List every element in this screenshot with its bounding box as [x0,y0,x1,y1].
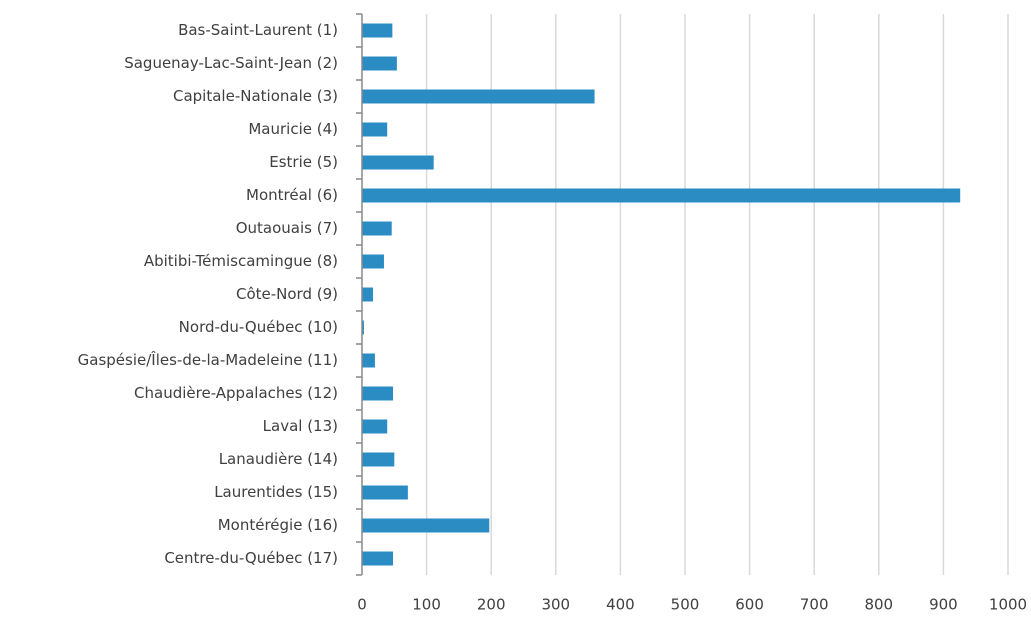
bar [362,221,392,236]
y-tick-label: Laval (13) [263,417,338,435]
y-tick-label: Capitale-Nationale (3) [173,87,338,105]
bar [362,452,395,467]
y-tick-label: Saguenay-Lac-Saint-Jean (2) [124,54,338,72]
bar [362,254,384,269]
y-tick-label: Centre-du-Québec (17) [164,549,338,567]
x-tick-label: 300 [541,596,570,614]
y-tick-label: Estrie (5) [269,153,338,171]
bar [362,23,393,38]
bar [362,188,961,203]
x-tick-label: 200 [477,596,506,614]
bar [362,155,434,170]
x-tick-label: 100 [412,596,441,614]
y-tick-label: Nord-du-Québec (10) [179,318,338,336]
y-tick-label: Bas-Saint-Laurent (1) [178,21,338,39]
x-tick-label: 1000 [989,596,1027,614]
y-tick-label: Gaspésie/Îles-de-la-Madeleine (11) [78,350,338,369]
y-tick-label: Montréal (6) [246,186,338,204]
x-tick-label: 900 [929,596,958,614]
bar [362,320,364,335]
x-tick-label: 0 [357,596,367,614]
y-tick-label: Abitibi-Témiscamingue (8) [144,252,338,270]
y-tick-label: Mauricie (4) [248,120,338,138]
bar [362,56,397,71]
y-tick-label: Lanaudière (14) [219,450,338,468]
bar [362,353,375,368]
bar [362,551,394,566]
y-tick-label: Montérégie (16) [218,516,338,534]
bar [362,287,373,302]
x-tick-label: 700 [800,596,829,614]
bar [362,122,388,137]
y-tick-label: Chaudière-Appalaches (12) [134,384,338,402]
bar [362,419,388,434]
bar [362,518,490,533]
bar [362,386,394,401]
bar [362,485,408,500]
y-tick-label: Laurentides (15) [214,483,338,501]
x-tick-label: 400 [606,596,635,614]
y-tick-label: Outaouais (7) [236,219,338,237]
x-tick-label: 600 [735,596,764,614]
y-tick-label: Côte-Nord (9) [236,285,338,303]
x-tick-label: 800 [864,596,893,614]
bar [362,89,595,104]
x-tick-label: 500 [671,596,700,614]
